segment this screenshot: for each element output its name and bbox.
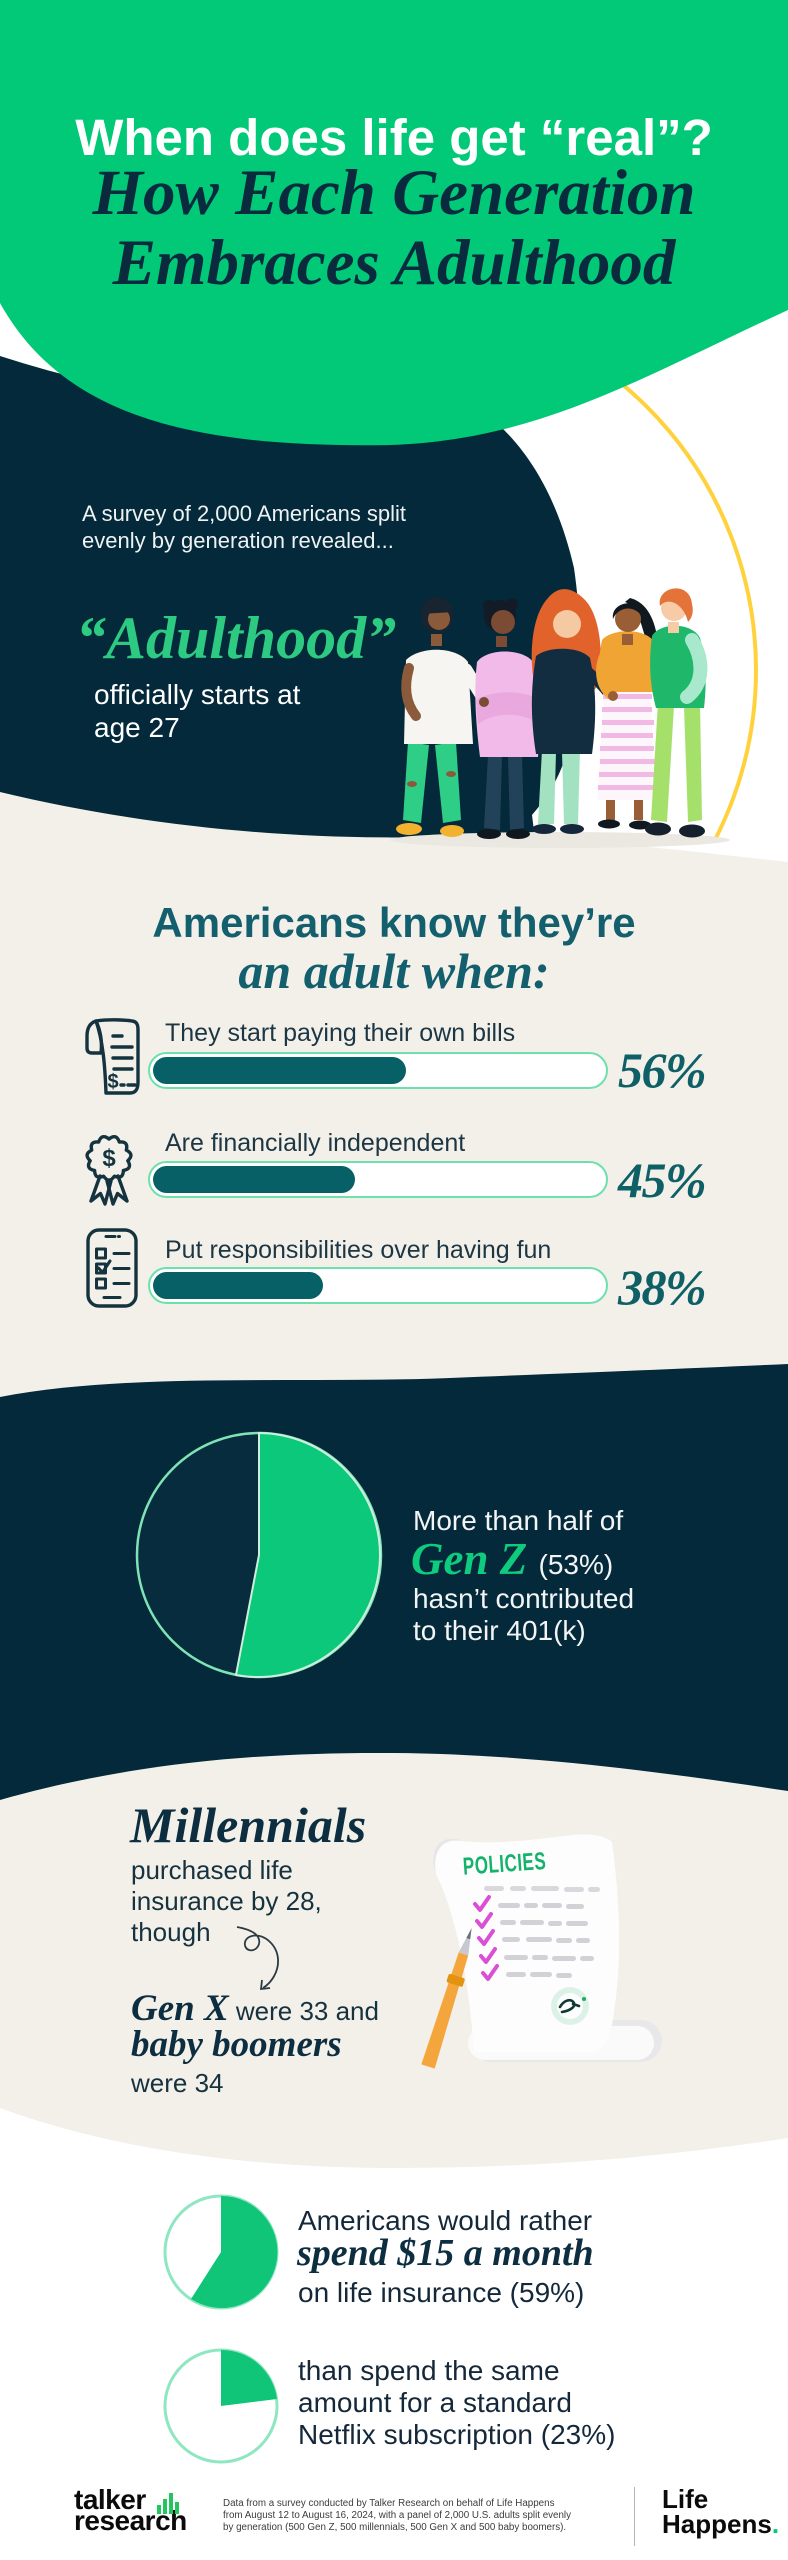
svg-text:$: $ [107,1071,118,1093]
svg-text:$: $ [102,1145,116,1172]
